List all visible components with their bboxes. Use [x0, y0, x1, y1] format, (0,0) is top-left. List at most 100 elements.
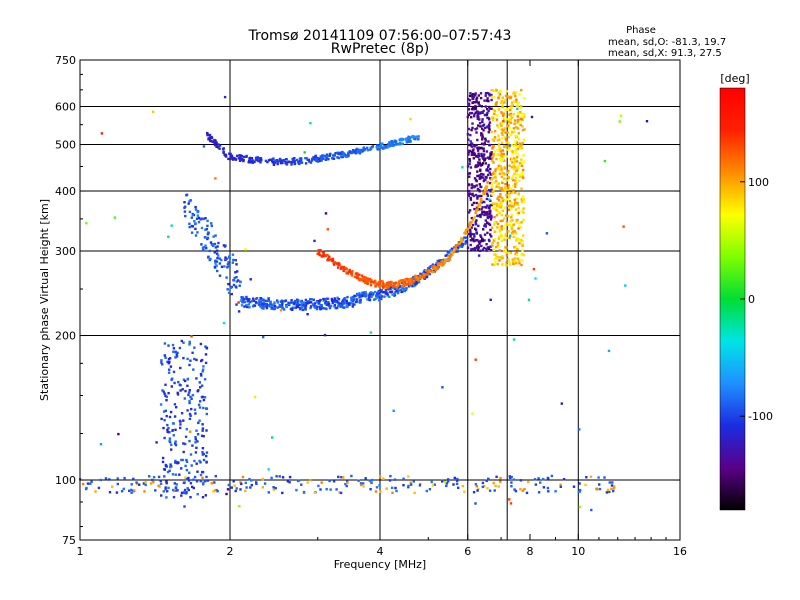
- data-point: [288, 481, 291, 484]
- data-point: [486, 204, 489, 207]
- data-points: [78, 88, 649, 512]
- data-point: [532, 268, 536, 271]
- data-point: [286, 480, 289, 483]
- data-point: [473, 115, 476, 118]
- data-point: [324, 300, 328, 303]
- data-point: [499, 476, 502, 480]
- data-point: [191, 213, 194, 217]
- data-point: [577, 490, 580, 493]
- data-point: [493, 223, 496, 226]
- data-point: [195, 217, 199, 220]
- data-point: [474, 223, 478, 226]
- data-point: [511, 261, 515, 264]
- data-point: [196, 470, 199, 473]
- data-point: [517, 227, 520, 230]
- data-point: [356, 293, 359, 296]
- data-point: [194, 436, 197, 439]
- data-point: [351, 302, 354, 305]
- data-point: [480, 198, 483, 201]
- data-point: [492, 248, 496, 251]
- data-point: [495, 101, 499, 104]
- data-point: [515, 104, 518, 108]
- data-point: [500, 160, 503, 163]
- data-point: [473, 112, 476, 116]
- data-point: [411, 284, 415, 288]
- data-point: [468, 228, 472, 232]
- data-point: [198, 459, 201, 463]
- data-point: [202, 406, 205, 410]
- data-point: [515, 98, 518, 101]
- data-point: [516, 257, 519, 260]
- data-point: [502, 250, 506, 253]
- data-point: [477, 154, 481, 157]
- data-point: [394, 140, 398, 143]
- data-point: [214, 234, 217, 237]
- data-point: [480, 134, 483, 137]
- data-point: [468, 223, 471, 226]
- data-point: [291, 306, 294, 309]
- data-point: [470, 145, 474, 148]
- data-point: [497, 485, 500, 488]
- data-point: [505, 264, 508, 267]
- x-tick-label: 16: [673, 545, 687, 558]
- data-point: [469, 112, 473, 115]
- data-point: [174, 486, 178, 489]
- data-point: [521, 234, 525, 237]
- data-point: [488, 157, 491, 160]
- data-point: [506, 108, 509, 111]
- data-point: [304, 308, 307, 311]
- data-point: [500, 169, 503, 172]
- data-point: [169, 410, 173, 414]
- data-point: [518, 222, 521, 225]
- data-point: [210, 139, 213, 143]
- data-point: [500, 124, 503, 127]
- data-point: [161, 456, 165, 460]
- data-point: [205, 475, 208, 479]
- data-point: [144, 483, 147, 487]
- data-point: [521, 129, 525, 132]
- data-point: [210, 482, 213, 485]
- data-point: [290, 163, 293, 166]
- data-point: [545, 232, 549, 235]
- data-point: [504, 188, 507, 192]
- data-point: [493, 257, 497, 261]
- data-point: [489, 245, 492, 248]
- data-point: [607, 349, 611, 353]
- data-point: [253, 160, 256, 163]
- data-point: [166, 423, 169, 427]
- data-point: [479, 234, 482, 237]
- data-point: [470, 186, 473, 190]
- data-point: [331, 154, 335, 157]
- data-point: [605, 491, 609, 494]
- data-point: [507, 230, 510, 233]
- data-point: [515, 221, 518, 224]
- data-point: [505, 194, 508, 197]
- data-point: [326, 228, 329, 231]
- data-point: [475, 127, 479, 130]
- data-point: [512, 478, 516, 481]
- data-point: [161, 363, 164, 366]
- data-point: [489, 199, 492, 202]
- data-point: [364, 281, 367, 285]
- data-point: [206, 479, 209, 482]
- data-point: [194, 412, 197, 415]
- data-point: [206, 219, 209, 223]
- data-point: [517, 164, 520, 168]
- data-point: [510, 475, 513, 479]
- data-point: [216, 256, 219, 260]
- data-point: [385, 487, 388, 490]
- data-point: [195, 358, 198, 362]
- data-point: [327, 158, 330, 161]
- data-point: [440, 260, 443, 263]
- data-point: [489, 298, 492, 301]
- data-point: [451, 253, 454, 256]
- data-point: [510, 485, 513, 488]
- data-point: [501, 158, 505, 161]
- data-point: [469, 166, 473, 169]
- data-point: [510, 116, 514, 119]
- data-point: [518, 179, 521, 182]
- data-point: [394, 291, 397, 294]
- data-point: [342, 476, 345, 479]
- data-point: [474, 211, 477, 215]
- data-point: [170, 443, 173, 446]
